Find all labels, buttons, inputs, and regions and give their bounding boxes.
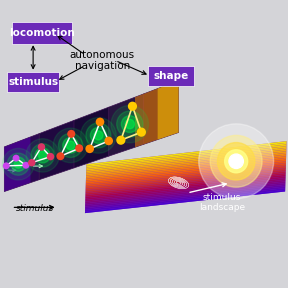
Circle shape xyxy=(96,118,104,126)
Polygon shape xyxy=(144,81,179,144)
Polygon shape xyxy=(109,94,144,156)
Polygon shape xyxy=(86,168,286,192)
Polygon shape xyxy=(74,107,109,168)
Circle shape xyxy=(85,145,94,153)
Polygon shape xyxy=(85,180,285,203)
Text: stimulus: stimulus xyxy=(16,204,54,213)
Polygon shape xyxy=(86,158,286,182)
Polygon shape xyxy=(86,160,286,184)
Polygon shape xyxy=(86,161,286,185)
Polygon shape xyxy=(86,146,286,171)
Polygon shape xyxy=(85,141,287,213)
Polygon shape xyxy=(86,165,286,189)
Polygon shape xyxy=(135,81,179,147)
Polygon shape xyxy=(86,171,286,195)
Circle shape xyxy=(121,116,138,132)
Polygon shape xyxy=(86,151,286,176)
Polygon shape xyxy=(85,181,285,205)
Circle shape xyxy=(66,141,75,150)
Circle shape xyxy=(210,135,262,187)
Circle shape xyxy=(111,105,149,143)
Polygon shape xyxy=(86,163,286,187)
Polygon shape xyxy=(85,185,285,208)
Polygon shape xyxy=(86,149,286,174)
Circle shape xyxy=(104,137,113,145)
Polygon shape xyxy=(4,137,31,192)
Circle shape xyxy=(94,131,103,140)
Polygon shape xyxy=(86,170,286,194)
Circle shape xyxy=(229,154,243,168)
Circle shape xyxy=(58,133,83,158)
Polygon shape xyxy=(86,148,286,172)
FancyBboxPatch shape xyxy=(12,22,72,44)
Circle shape xyxy=(22,162,29,169)
Circle shape xyxy=(81,118,116,153)
Circle shape xyxy=(35,148,50,163)
Circle shape xyxy=(217,143,255,180)
Circle shape xyxy=(225,150,248,173)
Circle shape xyxy=(11,157,25,171)
Circle shape xyxy=(90,127,107,143)
FancyBboxPatch shape xyxy=(148,66,194,86)
Polygon shape xyxy=(85,175,286,198)
Polygon shape xyxy=(86,145,287,169)
Circle shape xyxy=(39,151,47,160)
Circle shape xyxy=(2,148,34,180)
Polygon shape xyxy=(4,134,39,192)
Circle shape xyxy=(86,123,111,148)
Polygon shape xyxy=(85,176,286,200)
Polygon shape xyxy=(86,173,286,197)
Polygon shape xyxy=(86,156,286,181)
Circle shape xyxy=(128,102,137,111)
Circle shape xyxy=(199,124,274,199)
Circle shape xyxy=(56,152,65,160)
Text: stimulus: stimulus xyxy=(8,77,58,87)
Text: stimulus
landscape: stimulus landscape xyxy=(199,193,245,212)
Circle shape xyxy=(117,111,143,137)
FancyBboxPatch shape xyxy=(7,72,59,92)
Polygon shape xyxy=(86,143,287,167)
Text: shape: shape xyxy=(154,71,189,81)
Polygon shape xyxy=(86,166,286,190)
Polygon shape xyxy=(85,187,285,210)
Circle shape xyxy=(67,130,75,138)
Circle shape xyxy=(125,120,134,129)
Circle shape xyxy=(3,162,10,169)
Circle shape xyxy=(7,153,29,175)
Polygon shape xyxy=(86,141,287,166)
Circle shape xyxy=(13,155,20,162)
Circle shape xyxy=(53,128,88,163)
Polygon shape xyxy=(86,155,286,179)
Polygon shape xyxy=(85,188,285,211)
Text: locomotion: locomotion xyxy=(9,28,75,38)
Circle shape xyxy=(116,136,126,145)
Text: autonomous
navigation: autonomous navigation xyxy=(70,50,135,71)
Polygon shape xyxy=(85,183,285,206)
Polygon shape xyxy=(158,81,179,140)
Circle shape xyxy=(14,160,22,168)
Circle shape xyxy=(137,128,146,137)
Circle shape xyxy=(38,143,45,151)
Polygon shape xyxy=(85,190,285,213)
Polygon shape xyxy=(39,120,74,180)
Polygon shape xyxy=(85,178,285,202)
Circle shape xyxy=(47,153,54,160)
Circle shape xyxy=(31,144,54,167)
Circle shape xyxy=(75,144,83,152)
Circle shape xyxy=(26,139,59,172)
Circle shape xyxy=(63,138,78,153)
Circle shape xyxy=(28,159,35,166)
Polygon shape xyxy=(86,153,286,177)
